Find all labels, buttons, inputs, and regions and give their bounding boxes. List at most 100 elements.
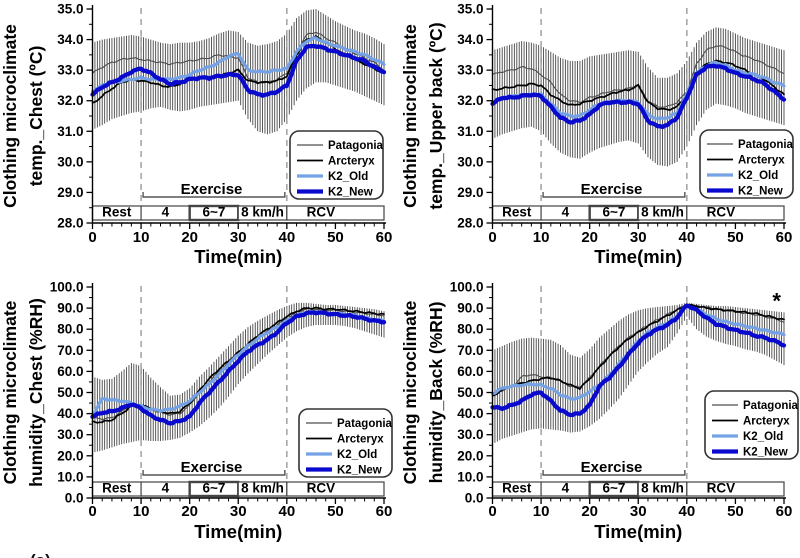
svg-text:RCV: RCV [307,481,336,496]
svg-text:70.0: 70.0 [57,343,83,358]
svg-text:K2_Old: K2_Old [337,449,377,461]
svg-text:60: 60 [376,229,393,246]
svg-text:35.0: 35.0 [457,2,483,17]
svg-text:32.0: 32.0 [457,93,483,108]
svg-text:100.0: 100.0 [50,280,84,295]
svg-text:33.0: 33.0 [57,63,83,78]
svg-text:50.0: 50.0 [57,385,83,400]
svg-text:80.0: 80.0 [457,322,483,337]
svg-text:Exercise: Exercise [181,181,243,198]
svg-text:34.0: 34.0 [457,32,483,47]
svg-text:28.0: 28.0 [457,216,483,231]
svg-text:0: 0 [88,503,96,520]
svg-text:20.0: 20.0 [57,448,83,463]
svg-text:20: 20 [581,503,598,520]
svg-text:6~7: 6~7 [203,205,226,220]
svg-text:30.0: 30.0 [457,427,483,442]
svg-text:Rest: Rest [502,481,532,496]
svg-text:Arcteryx: Arcteryx [337,434,384,446]
svg-text:Rest: Rest [502,205,532,220]
svg-text:40.0: 40.0 [57,406,83,421]
svg-text:Arcteryx: Arcteryx [738,155,785,167]
svg-text:Time(min): Time(min) [194,521,282,542]
svg-text:40.0: 40.0 [457,406,483,421]
svg-text:31.0: 31.0 [457,124,483,139]
svg-text:20: 20 [581,229,598,246]
svg-text:Time(min): Time(min) [594,521,682,542]
svg-text:60: 60 [376,503,393,520]
svg-text:20.0: 20.0 [457,448,483,463]
svg-text:humidity_Back (%RH): humidity_Back (%RH) [426,302,446,484]
svg-text:80.0: 80.0 [57,322,83,337]
svg-text:Patagonia: Patagonia [743,400,799,412]
svg-text:8 km/h: 8 km/h [241,481,284,496]
svg-text:31.0: 31.0 [57,124,83,139]
svg-text:K2_Old: K2_Old [738,170,778,182]
svg-text:K2_New: K2_New [328,187,373,199]
svg-text:Arcteryx: Arcteryx [743,416,790,428]
svg-text:4: 4 [162,205,170,220]
svg-text:0.0: 0.0 [465,491,484,506]
svg-text:K2_New: K2_New [337,465,382,477]
svg-text:35.0: 35.0 [57,2,83,17]
svg-text:Arcteryx: Arcteryx [328,156,375,168]
svg-text:Rest: Rest [102,205,132,220]
svg-text:Clothing microclimate: Clothing microclimate [400,300,420,484]
svg-text:90.0: 90.0 [57,301,83,316]
svg-text:K2_New: K2_New [738,186,783,198]
svg-text:30: 30 [230,229,247,246]
svg-text:60.0: 60.0 [57,364,83,379]
svg-text:Patagonia: Patagonia [337,418,393,430]
svg-text:*: * [772,288,781,313]
svg-text:Clothing microclimate: Clothing microclimate [400,24,420,208]
svg-text:40: 40 [678,503,695,520]
panel-temp-chest: Exercise Rest 4 6~7 8 km/h RCV 35.0 34.0 33.0 32.… [0,2,393,268]
svg-text:40: 40 [278,229,295,246]
svg-text:60: 60 [776,503,793,520]
svg-text:Exercise: Exercise [181,459,243,476]
svg-text:Clothing microclimate: Clothing microclimate [0,300,20,484]
svg-text:10.0: 10.0 [457,469,483,484]
svg-text:20: 20 [181,229,198,246]
svg-text:Exercise: Exercise [581,181,643,198]
svg-text:10: 10 [533,229,550,246]
svg-text:4: 4 [162,481,170,496]
svg-text:70.0: 70.0 [457,343,483,358]
svg-text:29.0: 29.0 [457,185,483,200]
svg-text:20: 20 [181,503,198,520]
svg-text:Time(min): Time(min) [194,246,282,267]
svg-text:Clothing microclimate: Clothing microclimate [0,24,20,208]
svg-text:0.0: 0.0 [65,491,84,506]
svg-text:K2_New: K2_New [743,447,788,459]
svg-text:6~7: 6~7 [603,205,626,220]
svg-text:100.0: 100.0 [450,280,484,295]
svg-text:50: 50 [727,229,744,246]
svg-text:30.0: 30.0 [457,154,483,169]
svg-text:50.0: 50.0 [457,385,483,400]
svg-text:50: 50 [727,503,744,520]
svg-text:8 km/h: 8 km/h [641,205,684,220]
svg-text:30: 30 [230,503,247,520]
svg-text:Exercise: Exercise [581,459,643,476]
caption-fragment: (a) [30,552,51,558]
svg-text:90.0: 90.0 [457,301,483,316]
svg-text:29.0: 29.0 [57,185,83,200]
svg-text:10: 10 [133,229,150,246]
svg-text:RCV: RCV [707,205,736,220]
svg-text:32.0: 32.0 [57,93,83,108]
svg-text:30.0: 30.0 [57,427,83,442]
svg-text:10.0: 10.0 [57,469,83,484]
svg-text:Patagonia: Patagonia [328,140,384,152]
svg-text:33.0: 33.0 [457,63,483,78]
svg-text:6~7: 6~7 [603,481,626,496]
svg-text:30.0: 30.0 [57,154,83,169]
svg-text:10: 10 [133,503,150,520]
svg-text:60.0: 60.0 [457,364,483,379]
svg-text:8 km/h: 8 km/h [641,481,684,496]
svg-text:temp._Upper back (ºC): temp._Upper back (ºC) [426,22,446,209]
svg-text:0: 0 [88,229,96,246]
svg-text:0: 0 [488,503,496,520]
